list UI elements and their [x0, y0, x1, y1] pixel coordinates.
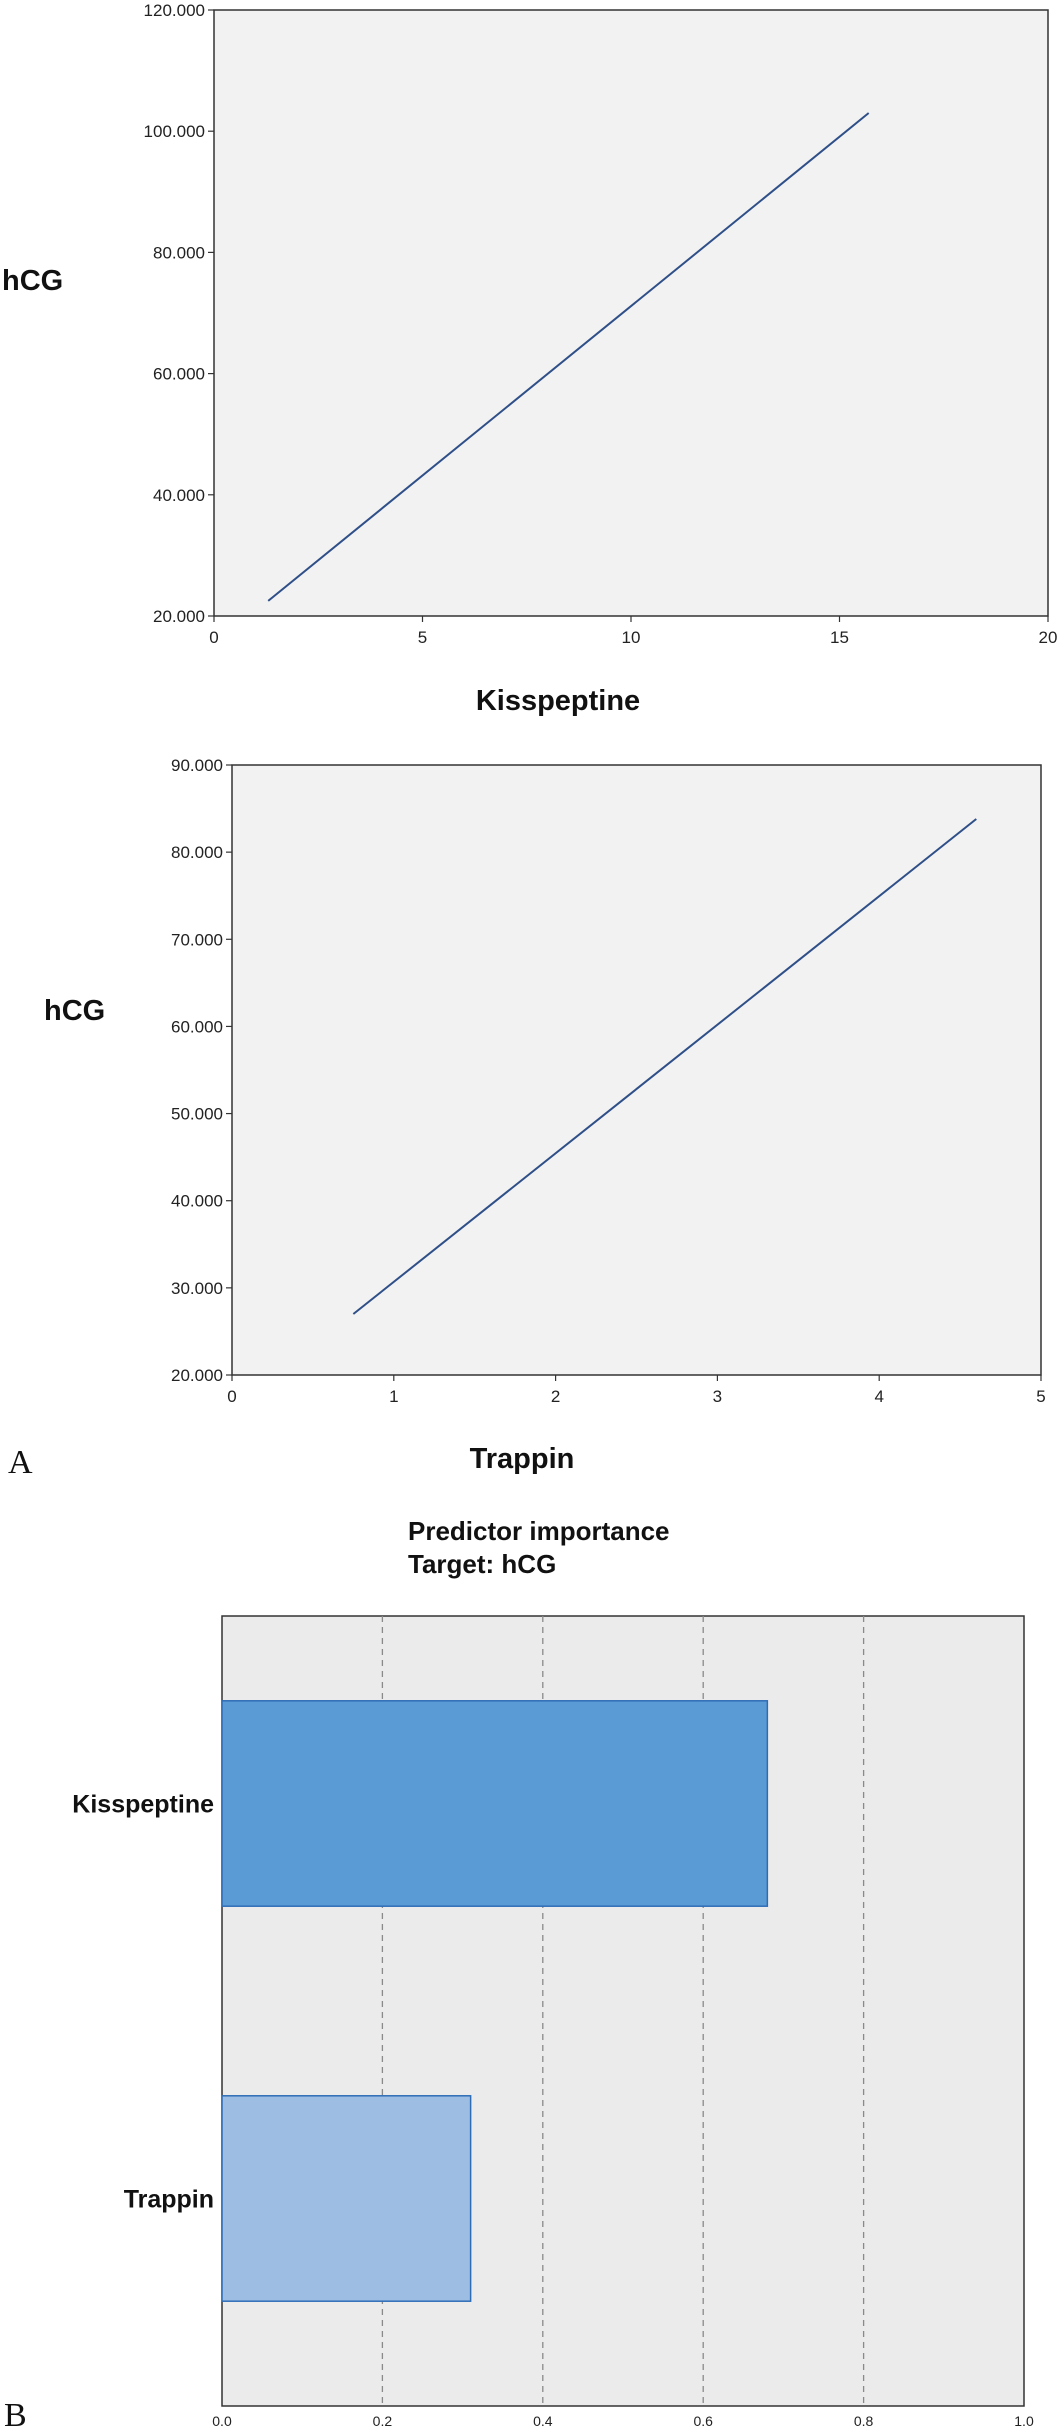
chart-3-x-tick-label: 0.0	[212, 2413, 232, 2429]
chart-3-title-line-1: Predictor importance	[408, 1516, 670, 1546]
chart-2-y-tick-label: 40.000	[171, 1192, 223, 1211]
chart-1: 20.000 40.000 60.000 80.000 100.000 120.000 0…	[2, 1, 1057, 717]
chart-2-y-axis-title: hCG	[44, 995, 105, 1027]
chart-2-series-line	[352, 818, 977, 1315]
chart-3-bar	[221, 1700, 769, 1907]
chart-2-x-tick-label: 4	[874, 1387, 883, 1406]
chart-2-x-axis: 0 1 2 3 4 5	[227, 1375, 1046, 1406]
chart-3-categories: Kisspeptine Trappin	[72, 1791, 214, 2214]
chart-1-y-axis: 20.000 40.000 60.000 80.000 100.000 120.000	[144, 1, 214, 626]
chart-3-x-tick-label: 0.4	[533, 2413, 553, 2429]
chart-2-y-tick-label: 20.000	[171, 1366, 223, 1385]
chart-1-x-tick-label: 15	[830, 628, 849, 647]
chart-1-x-axis: 0 5 10 15 20	[209, 616, 1057, 647]
chart-2-x-axis-title: Trappin	[470, 1443, 575, 1475]
chart-2-y-tick-label: 50.000	[171, 1105, 223, 1124]
chart-1-series-line	[267, 112, 870, 602]
panel-label-a: A	[8, 1444, 33, 1481]
chart-2-x-tick-label: 1	[389, 1387, 398, 1406]
chart-2-y-tick-label: 60.000	[171, 1017, 223, 1036]
chart-1-y-tick-label: 40.000	[153, 486, 205, 505]
chart-3-bars	[221, 1700, 769, 2302]
chart-1-y-tick-label: 20.000	[153, 607, 205, 626]
chart-3-category-label: Trappin	[124, 2186, 214, 2214]
chart-1-y-tick-label: 80.000	[153, 243, 205, 262]
chart-2-x-tick-label: 2	[551, 1387, 560, 1406]
chart-3: Predictor importance Target: hCG Kisspep…	[72, 1516, 1034, 2429]
chart-3-x-tick-label: 0.6	[693, 2413, 713, 2429]
chart-3-x-tick-label: 1.0	[1014, 2413, 1034, 2429]
chart-1-x-tick-label: 5	[418, 628, 427, 647]
chart-1-series	[267, 112, 870, 602]
chart-2-y-tick-label: 30.000	[171, 1279, 223, 1298]
chart-1-plot-area	[213, 9, 1049, 617]
chart-2-x-tick-label: 5	[1036, 1387, 1045, 1406]
chart-2-series	[352, 818, 977, 1315]
chart-1-y-axis-title: hCG	[2, 265, 63, 297]
chart-3-x-tick-label: 0.2	[373, 2413, 393, 2429]
chart-1-y-tick-label: 60.000	[153, 365, 205, 384]
chart-1-x-tick-label: 10	[622, 628, 641, 647]
chart-2-y-tick-label: 80.000	[171, 843, 223, 862]
chart-3-title-line-2: Target: hCG	[408, 1549, 556, 1579]
chart-2-x-tick-label: 0	[227, 1387, 236, 1406]
panel-label-b: B	[4, 2397, 27, 2432]
chart-3-x-tick-label: 0.8	[854, 2413, 874, 2429]
chart-2-plot-area	[231, 764, 1042, 1376]
chart-1-y-tick-label: 120.000	[144, 1, 205, 20]
chart-3-bar	[221, 2095, 472, 2302]
chart-2-y-tick-label: 70.000	[171, 930, 223, 949]
chart-1-x-axis-title: Kisspeptine	[476, 685, 640, 717]
chart-2-y-tick-label: 90.000	[171, 756, 223, 775]
chart-1-y-tick-label: 100.000	[144, 122, 205, 141]
chart-3-category-label: Kisspeptine	[72, 1791, 214, 1819]
chart-1-x-tick-label: 20	[1039, 628, 1058, 647]
chart-2: 20.000 30.000 40.000 50.000 60.000 70.000 80.0…	[44, 756, 1046, 1475]
chart-3-x-axis: 0.0 0.2 0.4 0.6 0.8 1.0	[212, 2413, 1034, 2429]
chart-1-x-tick-label: 0	[209, 628, 218, 647]
chart-2-y-axis: 20.000 30.000 40.000 50.000 60.000 70.000 80.0…	[171, 756, 232, 1385]
chart-2-x-tick-label: 3	[713, 1387, 722, 1406]
